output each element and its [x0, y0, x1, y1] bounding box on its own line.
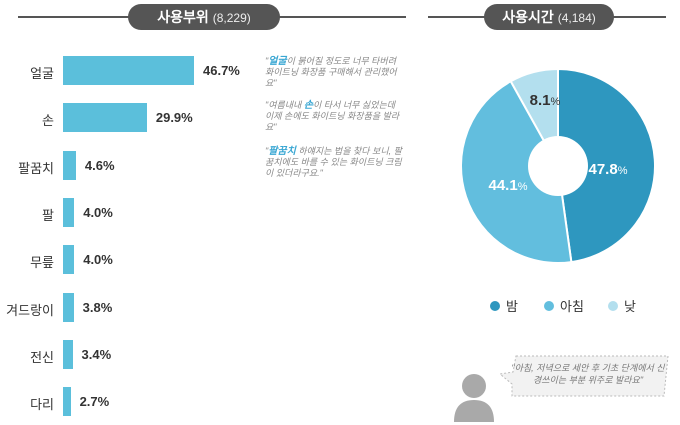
- bar-4: [63, 245, 75, 275]
- legend-label-night: 밤: [506, 299, 518, 314]
- usage-time-count: (4,184): [557, 11, 596, 25]
- bar-2: [63, 150, 76, 180]
- avatar-icon: [454, 374, 494, 422]
- quote-hand-after: 이 타서 너무 싫었는데 이제 손에도 화이트닝 화장품을 발라요": [265, 100, 400, 132]
- bar-value-label: 4.0%: [83, 204, 113, 220]
- bar-5: [63, 292, 74, 322]
- bar-value-label: 4.0%: [83, 252, 113, 268]
- bar-value-label: 29.9%: [155, 110, 193, 126]
- usage-time-title-pill: 사용시간 (4,184): [484, 4, 614, 30]
- quote-elbow: "팔꿈치 하얘지는 법을 찾다 보니, 팔꿈치에도 바를 수 있는 화이트닝 크…: [265, 146, 405, 179]
- bar-value-label: 4.6%: [84, 157, 115, 173]
- legend-label-morning: 아침: [560, 299, 584, 314]
- bar-0: [63, 56, 194, 85]
- quote-face: "얼굴이 붉어질 정도로 너무 타버려 화이트닝 화장품 구매해서 관리했어요": [265, 56, 405, 89]
- quote-elbow-highlight: 팔꿈치: [268, 146, 296, 157]
- bar-category-label: 전신: [30, 349, 54, 365]
- donut-slice-0: [557, 67, 656, 264]
- donut-hole: [528, 136, 588, 196]
- legend-dot-morning: [544, 300, 554, 311]
- legend-item-morning: 아침: [544, 296, 584, 315]
- bar-value-label: 46.7%: [203, 63, 240, 78]
- quote-face-before: ": [265, 56, 269, 66]
- usage-area-title: 사용부위: [157, 9, 209, 25]
- bar-category-label: 다리: [30, 397, 54, 413]
- bar-category-label: 손: [42, 113, 54, 129]
- donut-slice-1: [460, 79, 573, 264]
- quote-face-highlight: 얼굴: [268, 56, 287, 67]
- usage-area-count: (8,229): [212, 11, 251, 25]
- bar-category-label: 무릎: [30, 255, 54, 271]
- bar-category-label: 겨드랑이: [6, 302, 54, 318]
- quote-elbow-before: ": [265, 146, 269, 156]
- bar-category-label: 팔꿈치: [18, 160, 54, 176]
- legend-label-day: 낮: [624, 299, 636, 314]
- legend-dot-day: [608, 300, 618, 311]
- quote-elbow-after: 하얘지는 법을 찾다 보니, 팔꿈치에도 바를 수 있는 화이트닝 크림이 있더…: [265, 146, 402, 178]
- usage-time-title: 사용시간: [502, 9, 554, 25]
- donut-value-label: 47.8%: [589, 161, 628, 178]
- legend-item-night: 밤: [490, 296, 518, 315]
- speech-bubble-icon: [498, 355, 669, 397]
- bar-value-label: 3.4%: [81, 346, 112, 362]
- legend-item-day: 낮: [608, 296, 636, 315]
- bar-1: [63, 103, 147, 133]
- bar-6: [63, 339, 73, 369]
- bar-value-label: 2.7%: [79, 394, 110, 410]
- bar-category-label: 얼굴: [30, 66, 54, 81]
- quote-hand: "여름내내 손이 타서 너무 싫었는데 이제 손에도 화이트닝 화장품을 발라요…: [265, 100, 405, 133]
- bar-7: [63, 387, 71, 417]
- usage-area-title-pill: 사용부위 (8,229): [128, 4, 280, 30]
- comment-text: "아침, 저녁으로 세안 후 기초 단계에서 신경쓰이는 부분 위주로 발라요": [511, 363, 665, 385]
- quote-face-after: 이 붉어질 정도로 너무 타버려 화이트닝 화장품 구매해서 관리했어요": [265, 56, 397, 88]
- donut-value-label: 44.1%: [489, 177, 528, 194]
- legend-dot-night: [490, 300, 500, 311]
- bar-3: [63, 197, 75, 227]
- donut-value-label: 8.1%: [530, 92, 561, 109]
- quote-hand-before: "여름내내: [265, 100, 304, 110]
- bar-category-label: 팔: [42, 207, 54, 223]
- bar-value-label: 3.8%: [82, 299, 113, 315]
- quote-hand-highlight: 손: [303, 100, 314, 111]
